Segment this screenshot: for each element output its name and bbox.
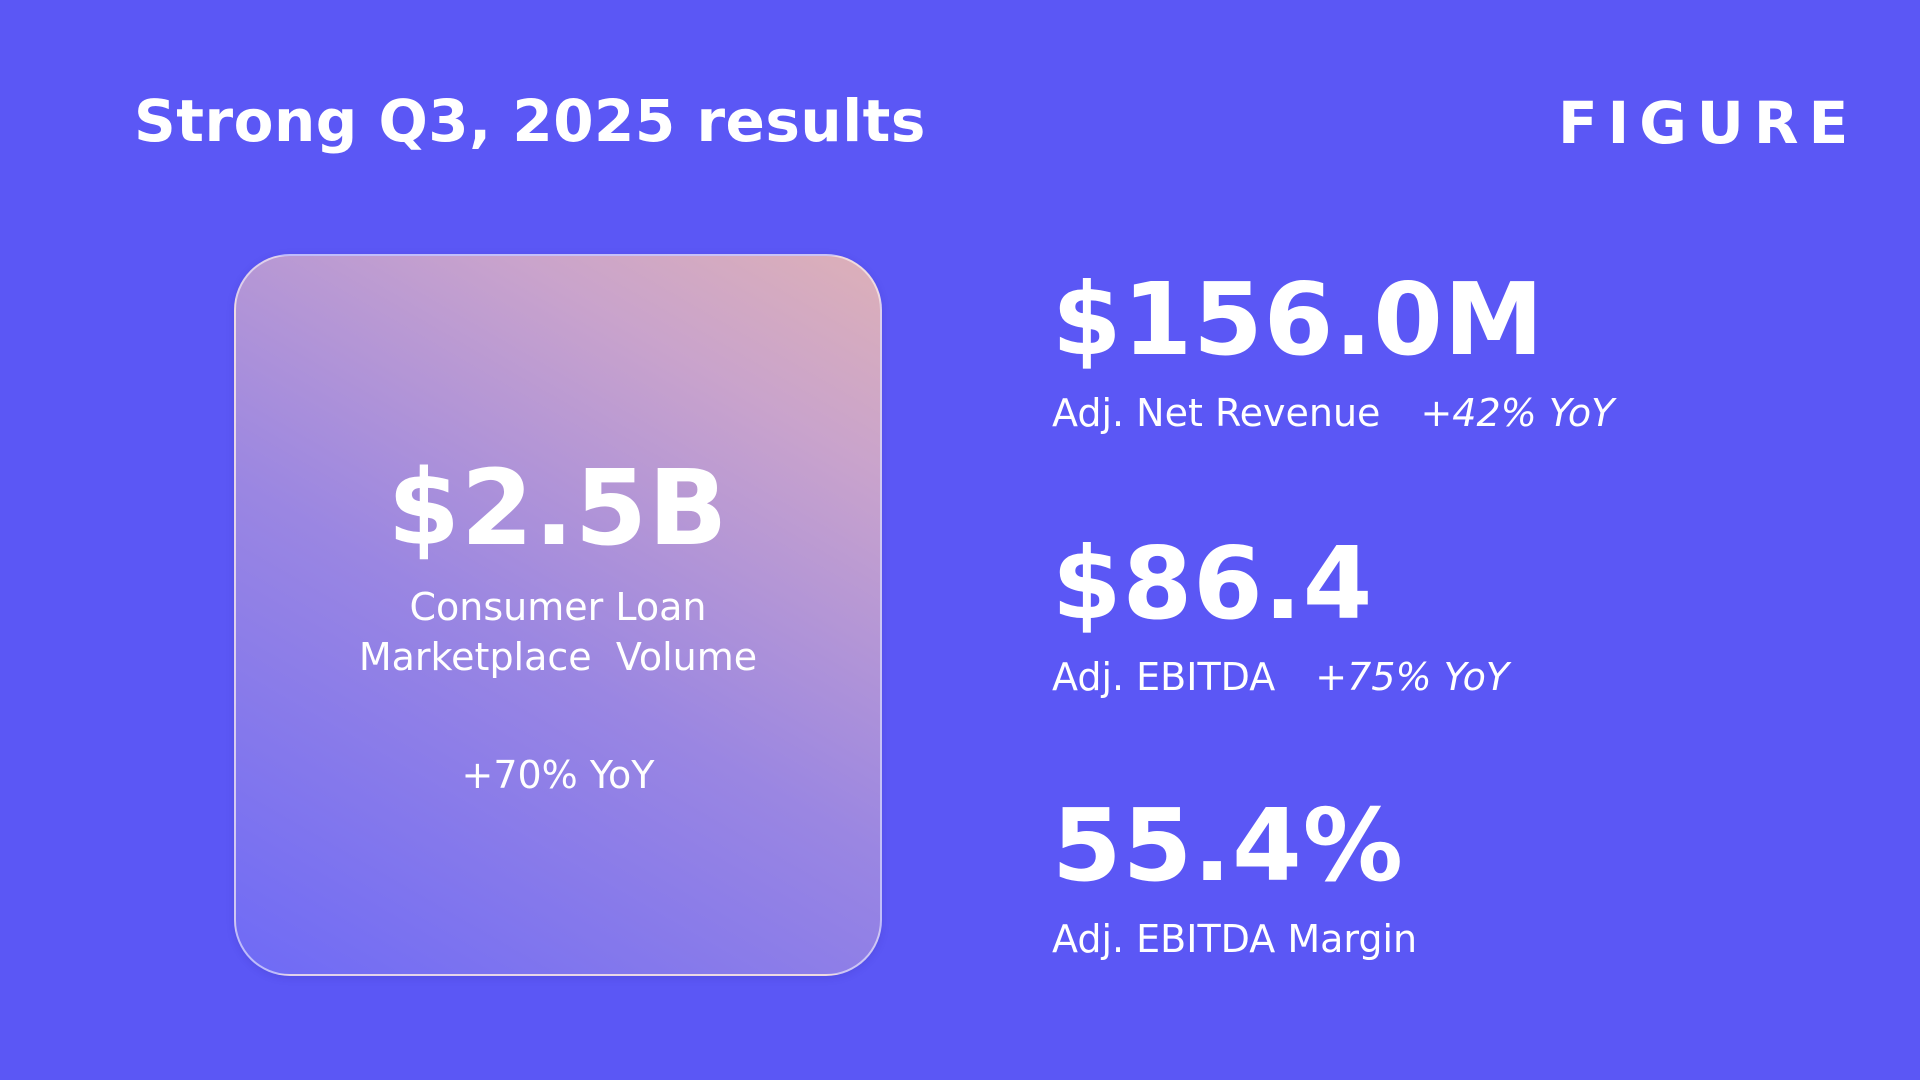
metric-label-row: Adj. EBITDA +75% YoY (1052, 658, 1509, 696)
figure-logo: FIGURE (1558, 89, 1859, 157)
card-label: Consumer Loan Marketplace Volume (236, 582, 880, 682)
metric-value: $156.0M (1052, 261, 1545, 378)
metric-ebitda-margin: 55.4% Adj. EBITDA Margin (1052, 787, 1417, 959)
metric-value: 55.4% (1052, 787, 1404, 904)
metric-label: Adj. EBITDA Margin (1052, 917, 1418, 961)
metric-change: +42% YoY (1420, 391, 1615, 435)
card-change: +70% YoY (461, 753, 655, 797)
metric-change: +75% YoY (1315, 655, 1510, 699)
metric-ebitda: $86.4 Adj. EBITDA +75% YoY (1052, 525, 1509, 697)
card-label-line1: Consumer Loan (409, 585, 707, 629)
card-value: $2.5B (387, 447, 729, 569)
metric-value: $86.4 (1052, 525, 1374, 642)
metric-net-revenue: $156.0M Adj. Net Revenue +42% YoY (1052, 261, 1614, 433)
metric-label: Adj. EBITDA (1052, 655, 1276, 699)
card-label-line2: Marketplace Volume (358, 635, 758, 679)
metric-label-row: Adj. Net Revenue +42% YoY (1052, 394, 1614, 432)
metric-label-row: Adj. EBITDA Margin (1052, 920, 1417, 958)
page-title: Strong Q3, 2025 results (134, 87, 926, 155)
highlight-card: $2.5B Consumer Loan Marketplace Volume +… (234, 254, 882, 976)
metric-label: Adj. Net Revenue (1052, 391, 1381, 435)
